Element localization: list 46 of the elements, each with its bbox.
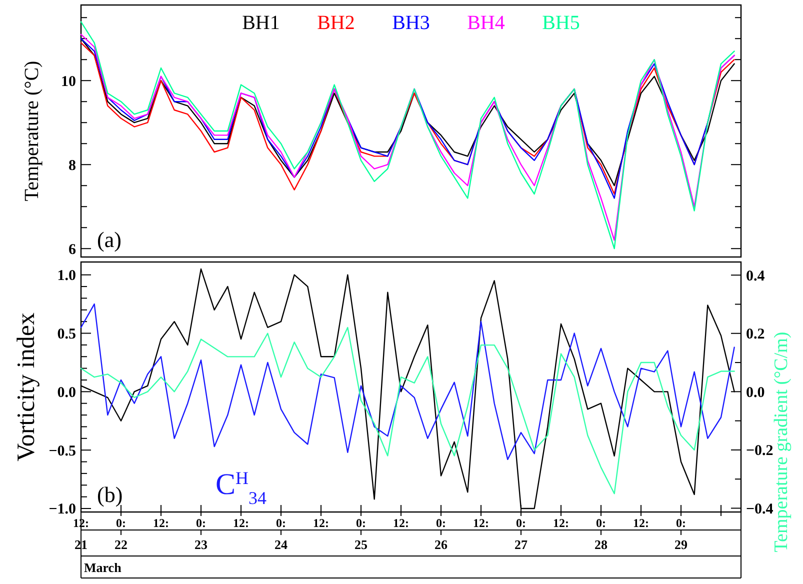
x-tick-label: 12: [633, 516, 649, 530]
x-tick-label: 0: [276, 516, 286, 530]
y-tick-label: 6 [68, 242, 76, 258]
x-tick-label: 0: [436, 516, 446, 530]
x-tick-label: 12: [553, 516, 569, 530]
x-tick-label: 0: [516, 516, 526, 530]
x-tick-label: 0: [596, 516, 606, 530]
y2-tick-label: 0.0 [746, 384, 765, 401]
text: BH1 [242, 12, 280, 34]
x2-tick-label: 26 [434, 537, 448, 552]
y-tick-label: −0.5 [48, 443, 76, 460]
y2-tick-label: 0.2 [746, 326, 765, 343]
annotation: (a) [97, 227, 122, 252]
text: BH2 [317, 12, 355, 34]
x2-tick-label: 27 [514, 537, 528, 552]
y-tick-label: 0.5 [57, 326, 76, 343]
x2-tick-label: 22 [114, 537, 128, 552]
x-tick-label: 0: [356, 516, 366, 530]
y2-tick-label: −0.2 [746, 443, 774, 460]
x-tick-label: 0: [676, 516, 686, 530]
text: BH4 [467, 12, 505, 34]
y-tick-label: 0.0 [57, 384, 76, 401]
y2-tick-label: −0.4 [746, 501, 774, 518]
x-tick-label: 12: [313, 516, 329, 530]
x-tick-label: 0: [196, 516, 206, 530]
x-tick-label: 12: [233, 516, 249, 530]
y-axis-title: Vorticity index [13, 312, 40, 462]
x2-tick-label: 29 [674, 537, 688, 552]
x-tick-label: 0: [116, 516, 126, 530]
y-tick-label: −1.0 [48, 502, 76, 518]
x-tick-label: 12: [393, 516, 409, 530]
x2-tick-label: 24 [274, 537, 288, 552]
y-tick-label: 8 [68, 158, 76, 174]
y2-tick-label: 0.4 [746, 268, 766, 284]
y-axis-title: Temperature (°C) [21, 60, 43, 202]
x2-tick-label: 28 [594, 537, 608, 552]
x2-tick-label: 25 [354, 537, 368, 552]
x-tick-label: 12: [473, 516, 489, 530]
x2-tick-label: 23 [194, 537, 208, 552]
text: BH5 [542, 12, 580, 34]
text: BH3 [392, 12, 430, 34]
x2-axis-title: March [84, 560, 122, 575]
x-tick-label: 12: [153, 516, 169, 530]
y-tick-label: 1.0 [57, 268, 76, 284]
y-tick-label: 10 [61, 74, 76, 90]
annotation: (b) [97, 482, 123, 507]
